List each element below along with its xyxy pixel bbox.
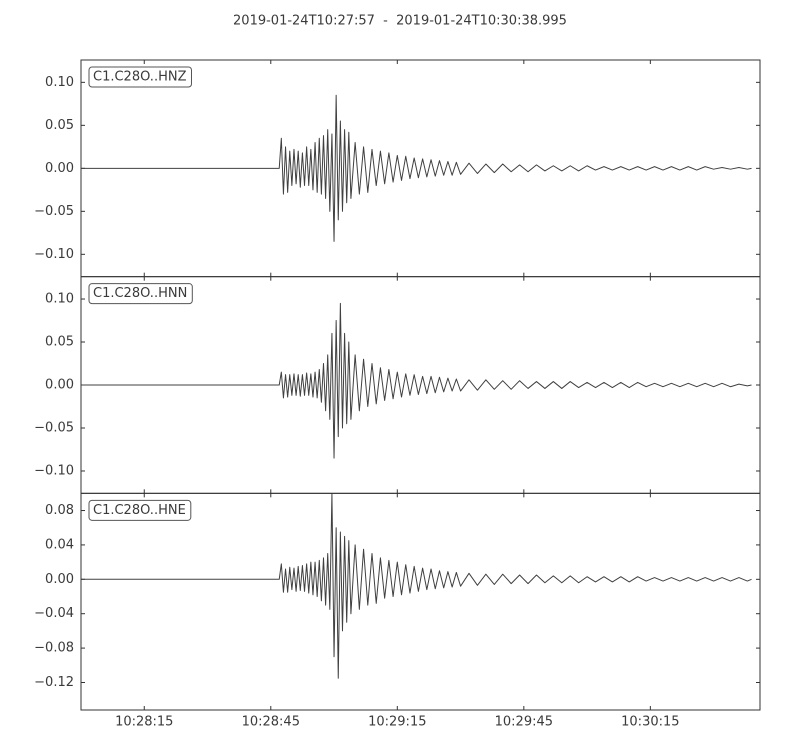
y-tick-label: −0.05: [34, 420, 74, 435]
waveform: [81, 493, 752, 679]
y-tick-label: 0.00: [45, 161, 74, 176]
y-tick-label: 0.08: [45, 503, 74, 518]
waveform: [81, 94, 752, 242]
y-tick-label: 0.00: [45, 378, 74, 393]
waveform: [81, 302, 752, 459]
panel-frame: [80, 492, 761, 711]
y-tick-label: 0.00: [45, 572, 74, 587]
trace-label-box: [88, 499, 192, 521]
x-tick-label: 10:28:15: [115, 715, 173, 730]
y-tick-label: 0.04: [45, 537, 74, 552]
y-tick-label: 0.05: [45, 118, 74, 133]
x-tick-label: 10:29:45: [495, 715, 553, 730]
trace-label: C1.C28O..HNN: [93, 286, 187, 301]
y-tick-label: −0.10: [34, 463, 74, 478]
trace-label: C1.C28O..HNE: [93, 503, 186, 518]
x-tick-label: 10:29:15: [368, 715, 426, 730]
x-tick-label: 10:28:45: [242, 715, 300, 730]
x-tick-label: 10:30:15: [621, 715, 679, 730]
trace-label-box: [88, 66, 192, 88]
trace-label-box: [88, 283, 193, 305]
trace-label: C1.C28O..HNZ: [93, 70, 187, 85]
y-tick-label: −0.04: [34, 606, 74, 621]
y-tick-label: −0.10: [34, 247, 74, 262]
y-tick-label: −0.12: [34, 675, 74, 690]
y-tick-label: 0.05: [45, 335, 74, 350]
y-tick-label: −0.08: [34, 641, 74, 656]
figure-title: 2019-01-24T10:27:57 - 2019-01-24T10:30:3…: [233, 14, 567, 29]
y-tick-label: 0.10: [45, 75, 74, 90]
y-tick-label: 0.10: [45, 292, 74, 307]
y-tick-label: −0.05: [34, 204, 74, 219]
